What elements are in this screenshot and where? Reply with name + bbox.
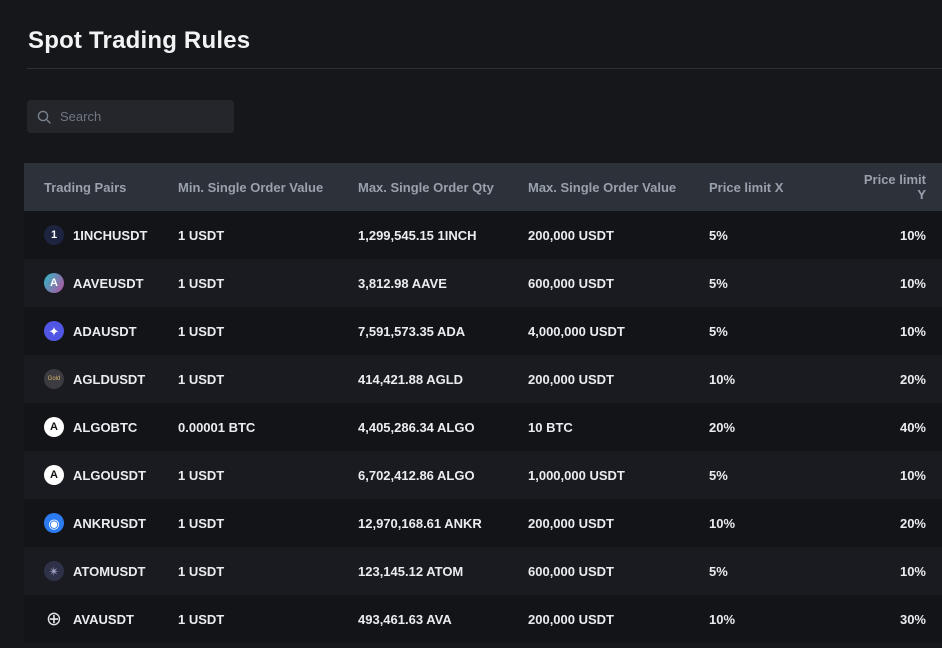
search-icon [37, 110, 51, 124]
table-row: ◉ ANKRUSDT 1 USDT 12,970,168.61 ANKR 200… [24, 499, 942, 547]
trading-pair-cell: 1 1INCHUSDT [44, 225, 178, 245]
price-limit-x-value: 5% [709, 323, 728, 339]
column-header-trading-pairs: Trading Pairs [44, 179, 127, 195]
price-limit-x-value: 5% [709, 227, 728, 243]
table-row: ✦ ADAUSDT 1 USDT 7,591,573.35 ADA 4,000,… [24, 307, 942, 355]
trading-pair-cell: A ALGOUSDT [44, 465, 178, 485]
trading-pair-label: ADAUSDT [73, 323, 137, 339]
min-single-order-value: 1 USDT [178, 227, 225, 243]
max-single-order-value: 600,000 USDT [528, 275, 614, 291]
ankr-coin-icon: ◉ [44, 513, 64, 533]
trading-pair-cell: A AAVEUSDT [44, 273, 178, 293]
price-limit-y-value: 10% [899, 227, 926, 243]
trading-pair-cell: ⊕ AVAUSDT [44, 609, 178, 629]
price-limit-x-value: 5% [709, 275, 728, 291]
price-limit-y-value: 20% [899, 371, 926, 387]
trading-pair-label: ALGOBTC [73, 419, 138, 435]
trading-pair-cell: A ALGOBTC [44, 417, 178, 437]
agld-coin-icon: Gold [44, 369, 64, 389]
trading-pair-label: 1INCHUSDT [73, 227, 148, 243]
price-limit-x-value: 5% [709, 563, 728, 579]
ava-coin-icon: ⊕ [46, 608, 62, 630]
max-single-order-qty: 3,812.98 AAVE [358, 275, 447, 291]
max-single-order-value: 200,000 USDT [528, 515, 614, 531]
max-single-order-qty: 12,970,168.61 ANKR [358, 515, 482, 531]
column-header-max-single-order-qty: Max. Single Order Qty [358, 179, 494, 195]
column-header-price-limit-x: Price limit X [709, 179, 784, 195]
max-single-order-value: 10 BTC [528, 419, 573, 435]
cosmos-coin-icon: ✴ [44, 561, 64, 581]
search-box[interactable] [27, 100, 234, 133]
trading-pair-label: ANKRUSDT [73, 515, 146, 531]
price-limit-x-value: 10% [709, 371, 736, 387]
trading-pair-label: ATOMUSDT [73, 563, 146, 579]
trading-pair-cell: Gold AGLDUSDT [44, 369, 178, 389]
table-header-row: Trading Pairs Min. Single Order Value Ma… [24, 163, 942, 211]
price-limit-y-value: 40% [899, 419, 926, 435]
search-input[interactable] [58, 108, 224, 125]
price-limit-y-value: 10% [899, 467, 926, 483]
min-single-order-value: 0.00001 BTC [178, 419, 256, 435]
trading-pair-label: AAVEUSDT [73, 275, 144, 291]
table-row: ⊕ AVAUSDT 1 USDT 493,461.63 AVA 200,000 … [24, 595, 942, 643]
max-single-order-value: 200,000 USDT [528, 371, 614, 387]
min-single-order-value: 1 USDT [178, 275, 225, 291]
max-single-order-value: 200,000 USDT [528, 611, 614, 627]
spot-trading-rules-table: Trading Pairs Min. Single Order Value Ma… [24, 163, 942, 643]
page-title: Spot Trading Rules [28, 27, 251, 54]
column-header-price-limit-y: Price limit Y [863, 172, 926, 202]
table-row: A ALGOUSDT 1 USDT 6,702,412.86 ALGO 1,00… [24, 451, 942, 499]
max-single-order-qty: 414,421.88 AGLD [358, 371, 464, 387]
max-single-order-qty: 7,591,573.35 ADA [358, 323, 466, 339]
table-body: 1 1INCHUSDT 1 USDT 1,299,545.15 1INCH 20… [24, 211, 942, 643]
column-header-min-single-order-value: Min. Single Order Value [178, 179, 324, 195]
trading-pair-label: ALGOUSDT [73, 467, 146, 483]
1inch-coin-icon: 1 [44, 225, 64, 245]
max-single-order-value: 200,000 USDT [528, 227, 614, 243]
max-single-order-qty: 123,145.12 ATOM [358, 563, 464, 579]
algorand-coin-icon: A [44, 417, 64, 437]
min-single-order-value: 1 USDT [178, 515, 225, 531]
title-divider [27, 68, 942, 69]
min-single-order-value: 1 USDT [178, 323, 225, 339]
price-limit-y-value: 30% [899, 611, 926, 627]
price-limit-y-value: 10% [899, 275, 926, 291]
aave-coin-icon: A [44, 273, 64, 293]
min-single-order-value: 1 USDT [178, 467, 225, 483]
trading-pair-cell: ◉ ANKRUSDT [44, 513, 178, 533]
trading-pair-label: AVAUSDT [73, 611, 134, 627]
max-single-order-qty: 6,702,412.86 ALGO [358, 467, 475, 483]
column-header-max-single-order-value: Max. Single Order Value [528, 179, 677, 195]
min-single-order-value: 1 USDT [178, 563, 225, 579]
max-single-order-qty: 1,299,545.15 1INCH [358, 227, 477, 243]
price-limit-y-value: 10% [899, 323, 926, 339]
max-single-order-value: 600,000 USDT [528, 563, 614, 579]
trading-pair-label: AGLDUSDT [73, 371, 146, 387]
price-limit-x-value: 10% [709, 611, 736, 627]
table-row: ✴ ATOMUSDT 1 USDT 123,145.12 ATOM 600,00… [24, 547, 942, 595]
min-single-order-value: 1 USDT [178, 371, 225, 387]
table-row: 1 1INCHUSDT 1 USDT 1,299,545.15 1INCH 20… [24, 211, 942, 259]
table-row: A ALGOBTC 0.00001 BTC 4,405,286.34 ALGO … [24, 403, 942, 451]
min-single-order-value: 1 USDT [178, 611, 225, 627]
max-single-order-qty: 4,405,286.34 ALGO [358, 419, 475, 435]
max-single-order-qty: 493,461.63 AVA [358, 611, 452, 627]
price-limit-x-value: 20% [709, 419, 736, 435]
trading-pair-cell: ✦ ADAUSDT [44, 321, 178, 341]
price-limit-x-value: 5% [709, 467, 728, 483]
max-single-order-value: 1,000,000 USDT [528, 467, 625, 483]
max-single-order-value: 4,000,000 USDT [528, 323, 625, 339]
table-row: A AAVEUSDT 1 USDT 3,812.98 AAVE 600,000 … [24, 259, 942, 307]
cardano-coin-icon: ✦ [44, 321, 64, 341]
trading-pair-cell: ✴ ATOMUSDT [44, 561, 178, 581]
price-limit-y-value: 10% [899, 563, 926, 579]
price-limit-x-value: 10% [709, 515, 736, 531]
table-row: Gold AGLDUSDT 1 USDT 414,421.88 AGLD 200… [24, 355, 942, 403]
price-limit-y-value: 20% [899, 515, 926, 531]
algorand-coin-icon: A [44, 465, 64, 485]
